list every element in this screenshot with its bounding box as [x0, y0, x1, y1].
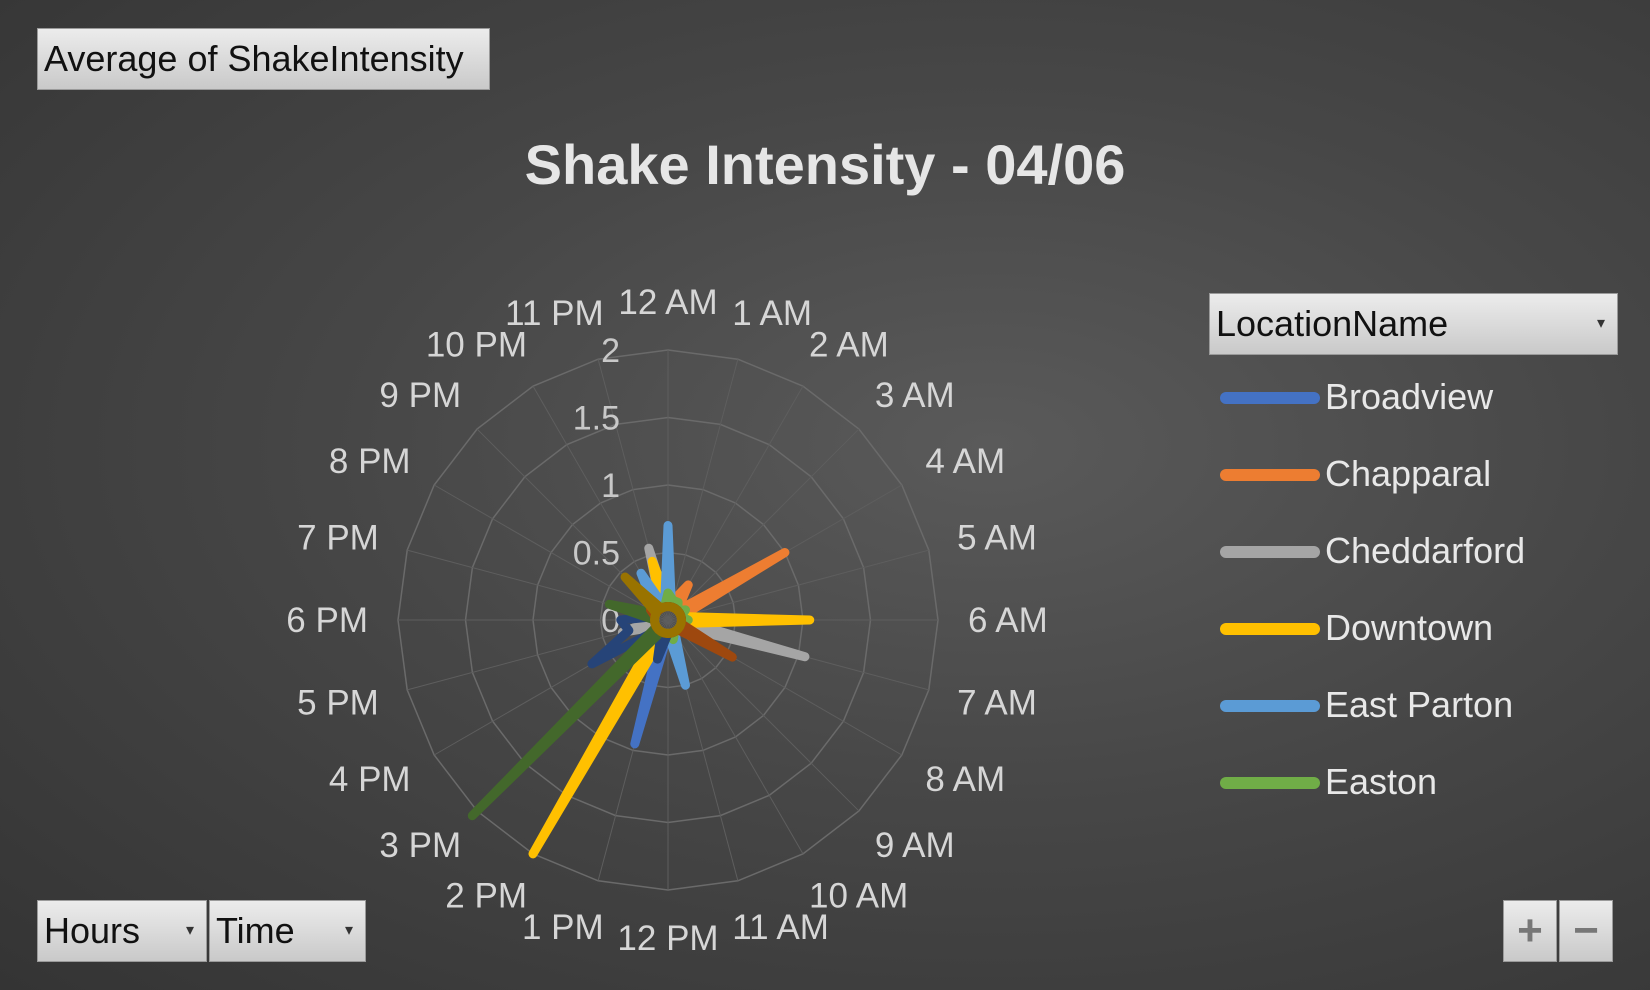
legend-label: East Parton — [1325, 684, 1514, 725]
gridline-spoke — [667, 428, 860, 621]
radial-tick-label: 0 — [601, 602, 620, 640]
category-label: 1 PM — [522, 908, 604, 947]
category-label: 6 PM — [286, 601, 368, 640]
radial-tick-label: 0.5 — [573, 535, 620, 573]
zoom-out-button[interactable]: − — [1559, 900, 1613, 962]
legend-swatch — [1220, 777, 1320, 789]
category-label: 9 AM — [875, 826, 955, 865]
chart-title: Shake Intensity - 04/06 — [524, 133, 1126, 196]
time-field-button[interactable]: Time ▾ — [209, 900, 366, 962]
hours-field-button[interactable]: Hours ▾ — [37, 900, 207, 962]
category-label: 5 AM — [957, 519, 1037, 558]
dropdown-arrow-icon: ▾ — [185, 922, 194, 939]
legend-swatch — [1220, 546, 1320, 558]
legend-field-button[interactable]: LocationName ▾ — [1209, 293, 1618, 355]
legend-label: Easton — [1325, 761, 1438, 802]
radial-tick-label: 1.5 — [573, 400, 620, 438]
category-label: 8 AM — [925, 760, 1005, 799]
gridline-spoke — [667, 619, 860, 812]
zoom-in-button[interactable]: + — [1503, 900, 1557, 962]
legend-label: Downtown — [1325, 607, 1494, 648]
gridline-spoke — [667, 619, 804, 855]
legend-swatch — [1220, 469, 1320, 481]
hours-field-label: Hours — [44, 910, 141, 951]
value-field-label: Average of ShakeIntensity — [44, 38, 464, 79]
value-field-button[interactable]: Average of ShakeIntensity — [37, 28, 490, 90]
category-label: 11 AM — [732, 908, 829, 947]
minus-icon: − — [1573, 906, 1599, 955]
category-label: 3 PM — [379, 826, 461, 865]
category-label: 10 AM — [809, 876, 908, 915]
category-label: 12 AM — [618, 283, 717, 322]
legend-field-label: LocationName — [1216, 303, 1449, 344]
series-line — [620, 572, 686, 638]
legend-label: Chapparal — [1325, 453, 1492, 494]
category-label: 9 PM — [379, 376, 461, 415]
category-label: 1 AM — [732, 294, 812, 333]
legend-label: Cheddarford — [1325, 530, 1526, 571]
category-label: 4 AM — [925, 442, 1005, 481]
category-label: 4 PM — [329, 760, 411, 799]
gridline-spoke — [667, 359, 739, 621]
category-label: 12 PM — [617, 919, 718, 958]
category-label: 6 AM — [968, 601, 1048, 640]
dropdown-arrow-icon: ▾ — [1596, 315, 1605, 332]
dropdown-arrow-icon: ▾ — [344, 922, 353, 939]
legend-swatch — [1220, 623, 1320, 635]
legend-swatch — [1220, 392, 1320, 404]
gridline-spoke — [667, 549, 929, 621]
category-label: 5 PM — [297, 683, 379, 722]
legend-swatch — [1220, 700, 1320, 712]
radial-tick-label: 1 — [601, 467, 620, 505]
time-field-label: Time — [216, 910, 295, 951]
category-label: 11 PM — [505, 294, 604, 333]
category-label: 7 AM — [957, 683, 1037, 722]
category-label: 8 PM — [329, 442, 411, 481]
category-label: 7 PM — [297, 519, 379, 558]
category-label: 2 PM — [445, 876, 527, 915]
plus-icon: + — [1517, 906, 1543, 955]
category-label: 10 PM — [426, 326, 527, 365]
legend-label: Broadview — [1325, 376, 1494, 417]
gridline-spoke — [433, 484, 669, 621]
category-label: 3 AM — [875, 376, 955, 415]
radial-tick-label: 2 — [601, 332, 620, 370]
category-label: 2 AM — [809, 326, 889, 365]
